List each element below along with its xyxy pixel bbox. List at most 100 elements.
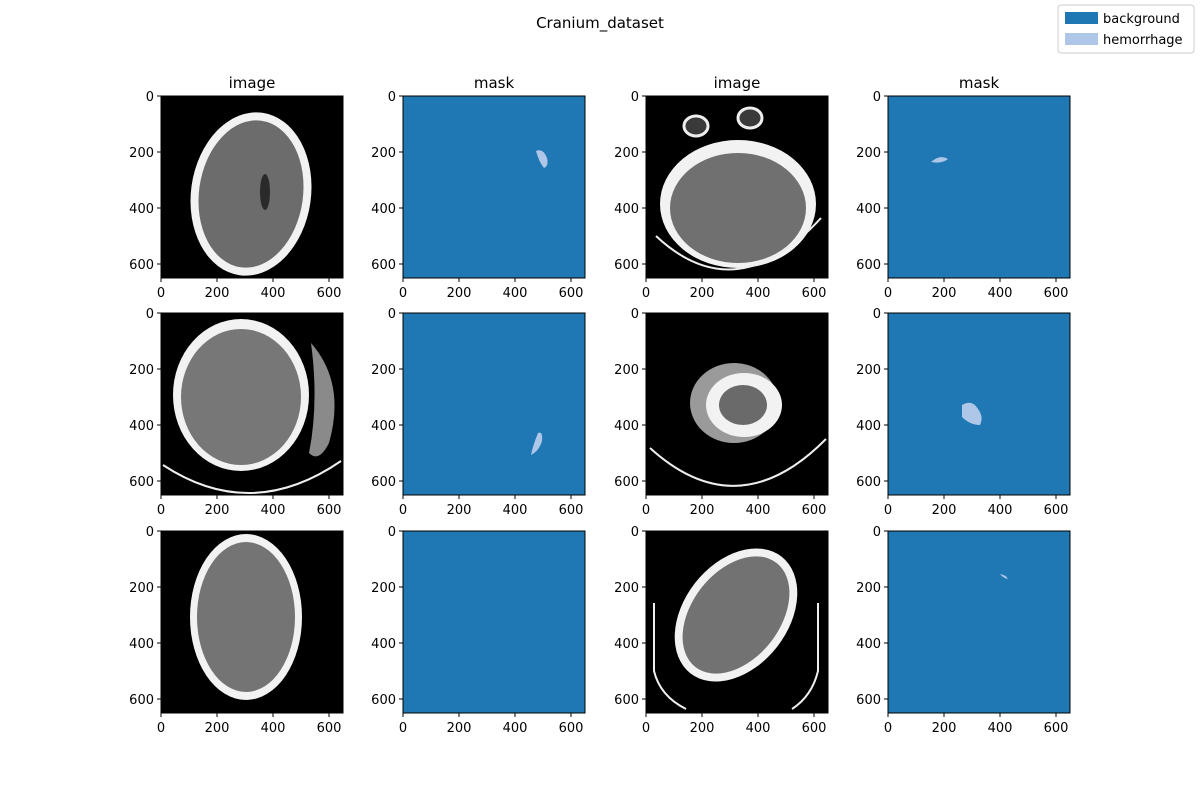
y-tick-label: 600 xyxy=(856,693,881,708)
x-tick-label: 0 xyxy=(399,286,407,301)
panel-title: mask xyxy=(959,74,1000,92)
legend: background hemorrhage xyxy=(1057,4,1195,54)
panel-title: mask xyxy=(474,74,515,92)
y-tick-label: 400 xyxy=(614,419,639,434)
mask-background xyxy=(403,313,585,495)
legend-label-hemorrhage: hemorrhage xyxy=(1103,33,1183,48)
panel-content xyxy=(162,319,342,494)
legend-swatch-background xyxy=(1065,12,1098,24)
panel-content xyxy=(190,534,302,700)
y-tick-label: 200 xyxy=(371,581,396,596)
panel-title: image xyxy=(229,74,276,92)
panel-content xyxy=(190,112,312,276)
hemorrhage-region xyxy=(536,150,548,168)
ventricle-shape xyxy=(260,174,270,210)
panel-content xyxy=(536,150,548,168)
x-tick-label: 600 xyxy=(559,503,584,518)
x-tick-label: 400 xyxy=(988,503,1013,518)
y-tick-label: 0 xyxy=(388,525,396,540)
y-tick-label: 400 xyxy=(129,637,154,652)
y-tick-label: 0 xyxy=(146,90,154,105)
y-tick-label: 200 xyxy=(129,363,154,378)
mask-background xyxy=(888,531,1070,713)
x-tick-label: 600 xyxy=(802,286,827,301)
x-tick-label: 400 xyxy=(261,503,286,518)
mask-background xyxy=(403,531,585,713)
y-tick-label: 400 xyxy=(129,202,154,217)
orbit-shape xyxy=(682,114,710,138)
y-tick-label: 600 xyxy=(371,475,396,490)
scanner-table-arc xyxy=(655,217,822,271)
axes-frame xyxy=(402,95,586,279)
y-tick-label: 0 xyxy=(631,90,639,105)
x-tick-label: 400 xyxy=(746,721,771,736)
y-tick-label: 200 xyxy=(856,581,881,596)
x-tick-label: 0 xyxy=(399,503,407,518)
mask-background xyxy=(888,313,1070,495)
scanner-table-arc xyxy=(162,460,342,494)
hemorrhage-region xyxy=(962,402,982,425)
x-tick-label: 400 xyxy=(988,721,1013,736)
y-tick-label: 400 xyxy=(614,202,639,217)
x-tick-label: 400 xyxy=(261,286,286,301)
x-tick-label: 400 xyxy=(503,503,528,518)
y-tick-label: 600 xyxy=(129,475,154,490)
panel-content xyxy=(649,363,827,487)
axes-frame xyxy=(160,312,344,496)
x-tick-label: 600 xyxy=(317,286,342,301)
y-tick-label: 200 xyxy=(129,146,154,161)
axes-frame xyxy=(645,530,829,714)
y-tick-label: 200 xyxy=(856,146,881,161)
y-tick-label: 600 xyxy=(856,475,881,490)
y-tick-label: 0 xyxy=(873,307,881,322)
x-tick-label: 600 xyxy=(559,286,584,301)
x-tick-label: 200 xyxy=(932,503,957,518)
x-tick-label: 400 xyxy=(261,721,286,736)
y-tick-label: 0 xyxy=(873,90,881,105)
y-tick-label: 200 xyxy=(371,363,396,378)
hemorrhage-region xyxy=(931,157,948,163)
y-tick-label: 600 xyxy=(129,258,154,273)
x-tick-label: 0 xyxy=(399,721,407,736)
y-tick-label: 200 xyxy=(856,363,881,378)
hemorrhage-region xyxy=(1000,574,1008,579)
x-tick-label: 200 xyxy=(447,721,472,736)
y-tick-label: 400 xyxy=(129,419,154,434)
y-tick-label: 600 xyxy=(129,693,154,708)
x-tick-label: 200 xyxy=(690,721,715,736)
x-tick-label: 0 xyxy=(642,286,650,301)
x-tick-label: 200 xyxy=(447,286,472,301)
x-tick-label: 0 xyxy=(884,503,892,518)
y-tick-label: 400 xyxy=(371,419,396,434)
y-tick-label: 400 xyxy=(856,637,881,652)
legend-label-background: background xyxy=(1103,12,1180,27)
y-tick-label: 200 xyxy=(614,363,639,378)
brain-shape xyxy=(682,556,790,674)
axes-frame xyxy=(160,95,344,279)
axes-frame xyxy=(887,530,1071,714)
panel-content xyxy=(531,432,543,455)
y-tick-label: 600 xyxy=(614,693,639,708)
axes-frame xyxy=(887,312,1071,496)
x-tick-label: 600 xyxy=(317,503,342,518)
y-tick-label: 0 xyxy=(631,307,639,322)
panel-content xyxy=(931,157,948,163)
orbit-shape xyxy=(736,106,764,130)
axes-frame xyxy=(887,95,1071,279)
y-tick-label: 200 xyxy=(614,581,639,596)
axes-frame xyxy=(160,530,344,714)
x-tick-label: 0 xyxy=(884,721,892,736)
brain-shape xyxy=(181,329,301,465)
y-tick-label: 400 xyxy=(856,202,881,217)
panel-content xyxy=(653,548,819,710)
x-tick-label: 600 xyxy=(1044,503,1069,518)
brain-shape xyxy=(198,120,304,268)
